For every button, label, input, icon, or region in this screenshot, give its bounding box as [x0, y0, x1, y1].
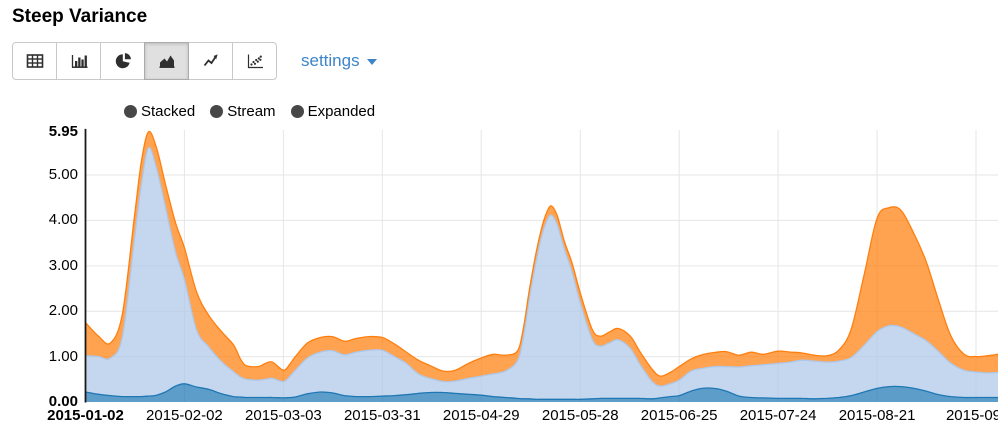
- y-tick-label: 1.00: [48, 347, 78, 365]
- bar-chart-icon: [68, 51, 90, 71]
- scatter-plot-icon: [244, 51, 266, 71]
- control-expanded[interactable]: Expanded: [290, 103, 376, 120]
- chart-type-button-pie-chart[interactable]: [100, 42, 145, 80]
- chart-type-button-area-chart[interactable]: [144, 42, 189, 80]
- edge-series-1: [85, 383, 998, 400]
- x-tick-label: 2015-03-03: [245, 407, 322, 424]
- table-icon: [24, 51, 46, 71]
- control-stream[interactable]: Stream: [210, 103, 276, 120]
- line-chart-icon: [200, 51, 222, 71]
- control-label: Stacked: [141, 103, 196, 120]
- control-stacked[interactable]: Stacked: [124, 103, 195, 120]
- x-tick-label: 2015-06-25: [640, 407, 718, 424]
- x-tick-label: 2015-07-24: [739, 407, 817, 424]
- radio-icon: [124, 105, 137, 118]
- chart-toolbar: settings: [12, 42, 377, 80]
- edge-series-3: [85, 130, 998, 377]
- x-tick-label: 2015-08-21: [838, 407, 916, 424]
- y-tick-label: 2.00: [48, 302, 78, 320]
- caret-down-icon: [366, 59, 377, 65]
- x-tick-label: 2015-03-31: [343, 407, 421, 424]
- y-tick-label: 3.00: [48, 256, 78, 274]
- chart-type-button-bar-chart[interactable]: [56, 42, 101, 80]
- area-mode-controls: Stacked Stream Expanded: [124, 103, 375, 120]
- x-tick-label: 2015-01-02: [47, 407, 124, 424]
- radio-icon: [210, 105, 224, 118]
- y-tick-label: 4.00: [48, 211, 78, 229]
- x-tick-label: 2015-04-29: [442, 407, 520, 424]
- area-series-2[interactable]: [85, 147, 998, 400]
- settings-dropdown[interactable]: settings: [301, 51, 377, 71]
- edge-series-2: [85, 146, 998, 387]
- chart-type-button-scatter-plot[interactable]: [232, 42, 277, 80]
- page-title: Steep Variance: [12, 6, 148, 27]
- settings-label: settings: [301, 51, 360, 70]
- y-tick-label: 5.95: [48, 122, 78, 140]
- y-tick-label: 0.00: [48, 393, 78, 410]
- x-tick-label: 2015-09-: [945, 407, 998, 424]
- chart-type-button-group: [12, 42, 277, 80]
- control-label: Expanded: [307, 103, 376, 120]
- control-label: Stream: [227, 103, 276, 120]
- area-chart-icon: [156, 51, 178, 71]
- x-tick-label: 2015-02-02: [146, 407, 223, 424]
- radio-icon: [290, 105, 304, 118]
- pie-chart-icon: [112, 51, 134, 71]
- area-series-1[interactable]: [85, 383, 998, 402]
- y-tick-label: 5.00: [48, 166, 78, 184]
- x-tick-label: 2015-05-28: [541, 407, 619, 424]
